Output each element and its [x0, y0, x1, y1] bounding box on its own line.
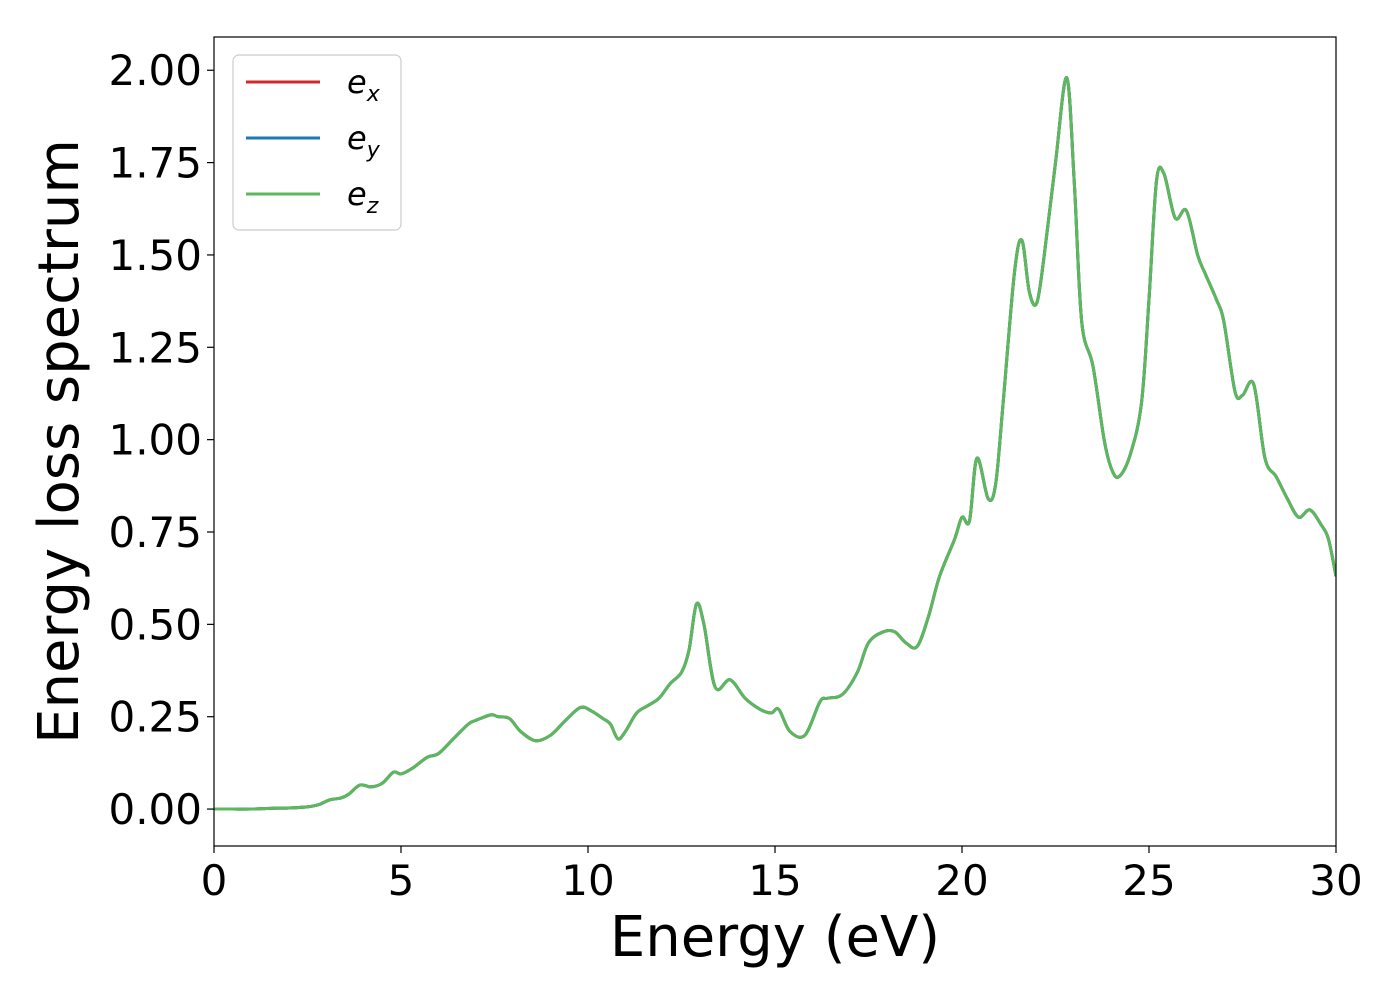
y-axis: 0.00 0.25 0.50 0.75 1.00 1.25 1.50 1.75 2.00	[108, 46, 214, 834]
y-tick-label: 1.25	[108, 323, 202, 372]
x-axis-title: Energy (eV)	[610, 905, 940, 970]
y-tick-label: 1.50	[108, 231, 202, 280]
x-axis: 0 5 10 15 20 25 30	[201, 846, 1363, 905]
series-line-ez	[214, 76, 1336, 811]
y-tick-label: 2.00	[108, 46, 202, 95]
y-tick-label: 1.00	[108, 416, 202, 465]
x-tick-label: 10	[561, 856, 614, 905]
legend-label-x: ex	[347, 63, 381, 107]
x-tick-label: 30	[1309, 856, 1362, 905]
y-tick-label: 0.50	[108, 600, 202, 649]
y-axis-title: Energy loss spectrum	[27, 139, 92, 744]
y-tick-label: 0.25	[108, 693, 202, 742]
legend: ex ey ez	[232, 54, 402, 231]
legend-label-z: ez	[347, 175, 379, 219]
x-tick-label: 20	[935, 856, 988, 905]
legend-box	[232, 54, 402, 231]
x-tick-label: 25	[1122, 856, 1175, 905]
x-tick-label: 15	[748, 856, 801, 905]
y-tick-label: 0.00	[108, 785, 202, 834]
x-tick-label: 0	[201, 856, 228, 905]
x-tick-label: 5	[388, 856, 415, 905]
y-tick-label: 1.75	[108, 139, 202, 188]
legend-label-y: ey	[347, 119, 381, 163]
y-tick-label: 0.75	[108, 508, 202, 557]
series-layer	[214, 76, 1336, 811]
